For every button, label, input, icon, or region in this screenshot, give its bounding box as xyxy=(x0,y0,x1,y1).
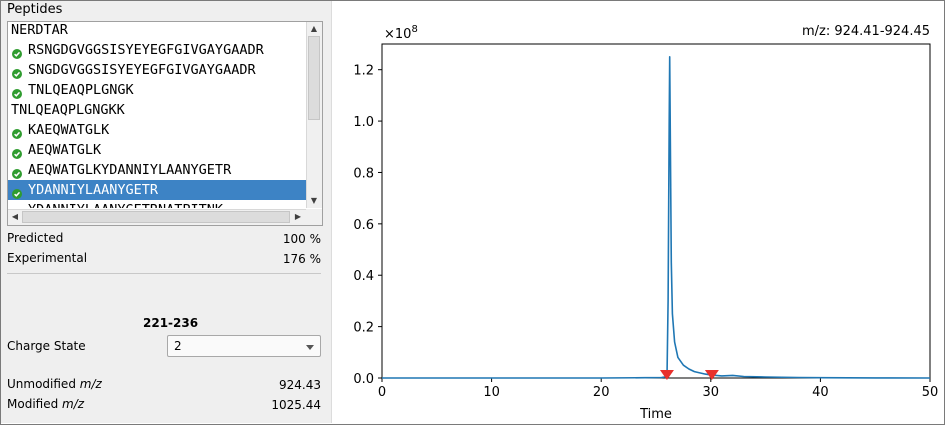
scroll-right-arrow-icon[interactable]: ▶ xyxy=(294,212,302,221)
x-tick-label: 20 xyxy=(593,385,610,400)
peptide-sequence: AEQWATGLK xyxy=(28,142,102,158)
check-circle-icon xyxy=(12,185,22,199)
peptide-sequence: KAEQWATGLK xyxy=(28,122,110,138)
check-circle-icon xyxy=(12,65,22,79)
charge-state-dropdown[interactable]: 2 xyxy=(167,335,321,357)
check-circle-icon xyxy=(12,85,22,99)
peptide-list-item[interactable]: AEQWATGLK xyxy=(8,140,306,160)
peptide-list-item[interactable]: SNGDGVGGSISYEYEGFGIVGAYGAADR xyxy=(8,60,306,80)
peptide-list-item[interactable]: YDANNIYLAANYGETR xyxy=(8,180,306,200)
check-circle-icon xyxy=(12,145,22,159)
left-panel: Peptides NERDTAR RSNGDGVGGSISYEYEGFGIVGAY… xyxy=(1,1,331,423)
predicted-label: Predicted xyxy=(7,231,64,245)
peptide-list-item[interactable]: KAEQWATGLK xyxy=(8,120,306,140)
scroll-corner xyxy=(306,209,322,225)
peptide-list-item[interactable]: TNLQEAQPLGNGKK xyxy=(8,100,306,120)
x-tick-label: 10 xyxy=(483,385,500,400)
y-tick-label: 0.0 xyxy=(353,372,374,387)
chromatogram-trace xyxy=(382,55,931,379)
y-tick-label: 1.2 xyxy=(353,64,374,79)
y-axis-multiplier: ×108 xyxy=(384,24,418,42)
chromatogram-chart: m/z: 924.41-924.45 ×108 Time 0 10 20 30 40 50… xyxy=(332,1,943,423)
chevron-down-icon xyxy=(306,345,314,350)
y-tick-label: 0.6 xyxy=(353,218,374,233)
peptide-sequence: TNLQEAQPLGNGKK xyxy=(11,102,125,118)
x-tick-label: 40 xyxy=(812,385,829,400)
peptides-group-title: Peptides xyxy=(7,2,63,17)
horizontal-scroll-thumb[interactable] xyxy=(22,211,290,223)
vertical-scrollbar[interactable]: ▲ ▼ xyxy=(306,22,322,208)
peptide-sequence: NERDTAR xyxy=(11,22,68,38)
charge-state-value: 2 xyxy=(174,339,182,353)
y-tick-label: 0.4 xyxy=(353,269,374,284)
y-tick-label: 0.2 xyxy=(353,321,374,336)
peak-boundary-marker xyxy=(704,370,719,380)
horizontal-scrollbar[interactable]: ◀ ▶ xyxy=(8,209,306,225)
check-circle-icon xyxy=(12,45,22,59)
charge-state-label: Charge State xyxy=(7,339,86,353)
plot-frame xyxy=(381,43,931,379)
scroll-up-arrow-icon[interactable]: ▲ xyxy=(310,24,318,33)
chart-title: m/z: 924.41-924.45 xyxy=(802,24,930,39)
peak-boundary-marker xyxy=(659,370,674,380)
peptide-list-item[interactable]: TNLQEAQPLGNGK xyxy=(8,80,306,100)
x-tick-label: 0 xyxy=(378,385,386,400)
check-circle-icon xyxy=(12,125,22,139)
peptide-list-item[interactable]: YDANNIYLAANYGETRNATPITNK xyxy=(8,200,306,208)
experimental-value: 176 % xyxy=(282,252,321,266)
unmodified-mz-label: Unmodified m/z xyxy=(7,377,102,391)
experimental-label: Experimental xyxy=(7,251,88,265)
y-tick-label: 1.0 xyxy=(353,115,374,130)
peptide-sequence: TNLQEAQPLGNGK xyxy=(28,82,134,98)
scroll-left-arrow-icon[interactable]: ◀ xyxy=(11,212,19,221)
x-tick-label: 30 xyxy=(703,385,720,400)
peptide-list-items: NERDTAR RSNGDGVGGSISYEYEGFGIVGAYGAADR SNGD… xyxy=(8,22,306,208)
peptide-sequence: YDANNIYLAANYGETR xyxy=(28,182,159,198)
peptide-range: 221-236 xyxy=(143,316,199,330)
chromatogram-svg: m/z: 924.41-924.45 ×108 Time 0 10 20 30 40 50… xyxy=(353,24,939,422)
modified-mz-label: Modified m/z xyxy=(7,397,85,411)
vertical-scroll-thumb[interactable] xyxy=(308,36,320,120)
peptide-sequence: YDANNIYLAANYGETRNATPITNK xyxy=(28,200,223,208)
peptide-sequence: AEQWATGLKYDANNIYLAANYGETR xyxy=(28,162,232,178)
y-tick-label: 0.8 xyxy=(353,166,374,181)
peptide-list-item[interactable]: NERDTAR xyxy=(8,22,306,40)
peptide-list-item[interactable]: RSNGDGVGGSISYEYEGFGIVGAYGAADR xyxy=(8,40,306,60)
panel-splitter[interactable] xyxy=(331,1,332,423)
plot-layer: 0 10 20 30 40 50 0.0 0.2 0.4 0.6 0.8 1.0 1.2 xyxy=(353,43,939,400)
peptide-list[interactable]: NERDTAR RSNGDGVGGSISYEYEGFGIVGAYGAADR SNGD… xyxy=(7,21,323,226)
unmodified-mz-value: 924.43 xyxy=(279,378,321,392)
modified-mz-value: 1025.44 xyxy=(271,398,321,412)
panel-divider xyxy=(7,273,321,274)
check-circle-icon xyxy=(12,165,22,179)
peptide-sequence: RSNGDGVGGSISYEYEGFGIVGAYGAADR xyxy=(28,42,264,58)
predicted-value: 100 % xyxy=(282,232,321,246)
scroll-down-arrow-icon[interactable]: ▼ xyxy=(310,196,318,205)
peptide-sequence: SNGDGVGGSISYEYEGFGIVGAYGAADR xyxy=(28,62,256,78)
peptide-list-item[interactable]: AEQWATGLKYDANNIYLAANYGETR xyxy=(8,160,306,180)
check-circle-icon xyxy=(12,205,22,208)
x-tick-label: 50 xyxy=(922,385,939,400)
x-axis-label: Time xyxy=(639,407,672,422)
